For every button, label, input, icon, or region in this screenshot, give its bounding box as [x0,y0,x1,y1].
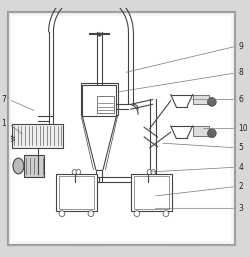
Circle shape [134,211,140,217]
Bar [96,170,102,182]
Bar [59,176,94,209]
Bar [24,155,44,177]
Circle shape [72,170,77,175]
Ellipse shape [13,158,24,174]
Bar [192,126,210,136]
Text: 9: 9 [238,42,243,51]
Circle shape [88,211,94,217]
Text: 4: 4 [238,163,243,172]
Text: 1: 1 [2,119,6,128]
Bar [82,85,116,116]
Circle shape [59,211,65,217]
Bar [56,175,97,211]
Bar [131,175,172,211]
Text: 5: 5 [238,143,243,152]
Circle shape [151,170,156,175]
Bar [81,82,118,115]
Bar [192,95,210,104]
Text: 10: 10 [238,124,248,133]
Bar [12,124,63,148]
Text: 6: 6 [238,95,243,104]
Circle shape [208,98,216,106]
Text: 2: 2 [238,182,243,191]
Text: 7: 7 [2,95,6,104]
Circle shape [208,129,216,138]
Text: 8: 8 [238,68,243,77]
Circle shape [147,170,152,175]
Circle shape [163,211,169,217]
Bar [134,176,169,209]
Text: 3: 3 [238,204,243,213]
Circle shape [76,170,81,175]
Bar [97,96,114,113]
